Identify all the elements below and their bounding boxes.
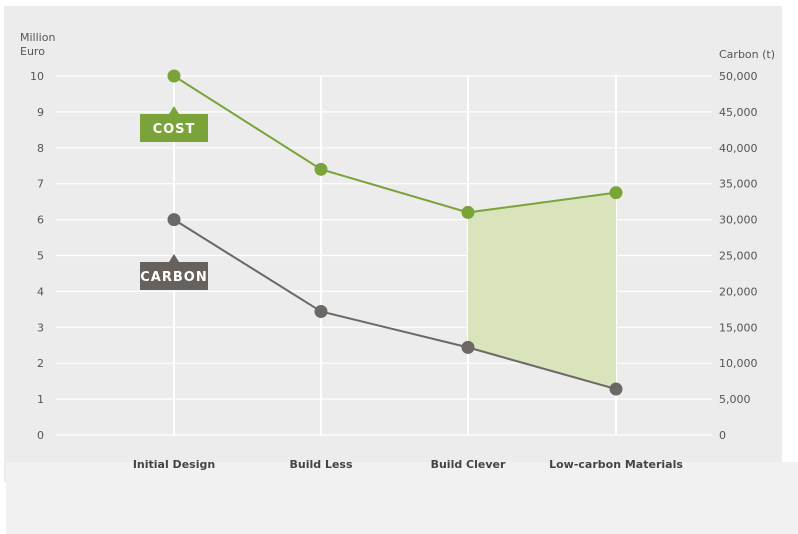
category-label: Low-carbon Materials bbox=[549, 458, 683, 471]
carbon-tag-box bbox=[140, 262, 208, 290]
left-tick-label: 3 bbox=[37, 321, 44, 334]
carbon-data-point bbox=[167, 213, 181, 227]
category-label: Initial Design bbox=[133, 458, 215, 471]
chart-panel bbox=[4, 6, 782, 482]
left-tick-label: 4 bbox=[37, 285, 44, 298]
left-tick-label: 5 bbox=[37, 250, 44, 263]
right-tick-label: 50,000 bbox=[719, 70, 758, 83]
left-tick-label: 8 bbox=[37, 142, 44, 155]
right-tick-label: 20,000 bbox=[719, 285, 758, 298]
cost-tag-box bbox=[140, 114, 208, 142]
left-tick-label: 10 bbox=[30, 70, 44, 83]
cost-data-point bbox=[461, 205, 475, 219]
carbon-data-point bbox=[609, 382, 623, 396]
left-tick-label: 6 bbox=[37, 214, 44, 227]
cost-data-point bbox=[167, 69, 181, 83]
left-tick-label: 2 bbox=[37, 357, 44, 370]
left-axis-title-line-1: Million bbox=[20, 31, 55, 44]
left-tick-label: 0 bbox=[37, 429, 44, 442]
right-tick-label: 25,000 bbox=[719, 250, 758, 263]
right-tick-label: 5,000 bbox=[719, 393, 751, 406]
carbon-series-line bbox=[173, 218, 617, 391]
left-tick-label: 1 bbox=[37, 393, 44, 406]
right-tick-label: 45,000 bbox=[719, 106, 758, 119]
cost-data-point bbox=[609, 186, 623, 200]
left-axis-title-line-2: Euro bbox=[20, 45, 45, 58]
right-tick-label: 15,000 bbox=[719, 321, 758, 334]
series-layer bbox=[167, 69, 623, 396]
right-tick-label: 40,000 bbox=[719, 142, 758, 155]
right-tick-label: 30,000 bbox=[719, 214, 758, 227]
right-tick-label: 0 bbox=[719, 429, 726, 442]
left-tick-label: 9 bbox=[37, 106, 44, 119]
cost-tag-label: COST bbox=[153, 122, 196, 137]
tag-layer: COST CARBON bbox=[140, 106, 208, 290]
shade-layer bbox=[468, 192, 616, 390]
cost-data-point bbox=[314, 162, 328, 176]
cost-tag-pointer bbox=[169, 106, 179, 114]
right-tick-label: 35,000 bbox=[719, 178, 758, 191]
left-tick-label: 7 bbox=[37, 178, 44, 191]
footer-strip bbox=[6, 462, 798, 534]
cost-series-line bbox=[173, 75, 617, 214]
category-label: Build Less bbox=[289, 458, 352, 471]
carbon-data-point bbox=[314, 305, 328, 319]
right-axis-title: Carbon (t) bbox=[719, 48, 775, 61]
carbon-tag-label: CARBON bbox=[140, 270, 207, 285]
category-label: Build Clever bbox=[431, 458, 506, 471]
shaded-region bbox=[468, 192, 616, 390]
carbon-data-point bbox=[461, 340, 475, 354]
right-tick-label: 10,000 bbox=[719, 357, 758, 370]
carbon-tag-pointer bbox=[169, 254, 179, 262]
